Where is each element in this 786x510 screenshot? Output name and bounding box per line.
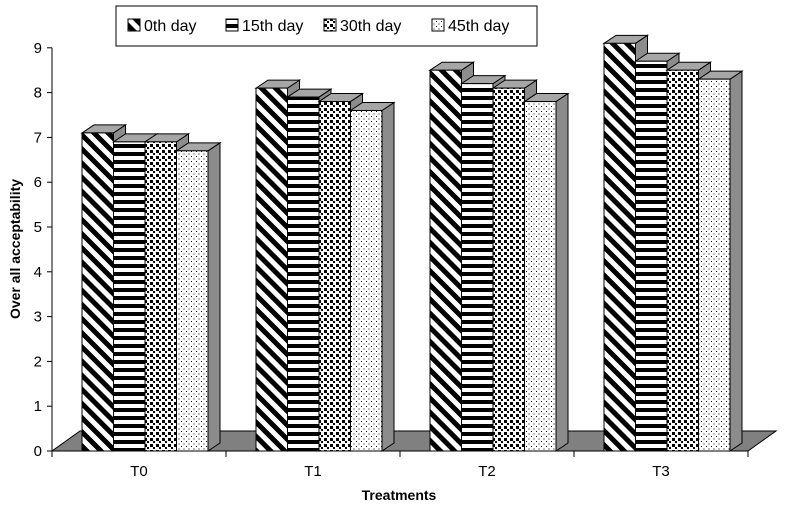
legend: 0th day 15th day 30th day 45th day xyxy=(115,5,538,47)
legend-label-2: 30th day xyxy=(340,18,401,35)
y-axis-title: Over all acceptability xyxy=(7,179,23,319)
bar-T2-30th day xyxy=(492,87,525,452)
bar-T3-15th day xyxy=(635,60,668,452)
y-tick-label-4: 4 xyxy=(34,264,42,281)
bar-T0-0th day xyxy=(81,132,114,452)
bar-1-3-side xyxy=(381,101,395,452)
axes: 0 1 2 3 4 5 6 7 8 9 T0 T1 T2 T3 xyxy=(34,40,749,480)
y-tick-label-0: 0 xyxy=(34,443,42,460)
x-tick-label-T2: T2 xyxy=(478,463,496,480)
bar-T1-0th day xyxy=(255,87,288,452)
x-axis-title: Treatments xyxy=(362,487,437,503)
y-tick-label-6: 6 xyxy=(34,174,42,191)
legend-swatch-2 xyxy=(323,18,337,32)
y-tick-label-9: 9 xyxy=(34,40,42,57)
plot-area xyxy=(50,34,778,452)
bar-T1-30th day xyxy=(318,101,351,452)
bar-T2-15th day xyxy=(461,83,494,452)
bar-T0-45th day xyxy=(176,150,209,452)
legend-label-1: 15th day xyxy=(242,18,303,35)
y-tick-label-1: 1 xyxy=(34,398,42,415)
legend-swatch-0 xyxy=(127,18,141,32)
x-tick-label-T3: T3 xyxy=(652,463,670,480)
legend-label-0: 0th day xyxy=(144,18,196,35)
bar-T2-45th day xyxy=(524,101,557,452)
y-tick-label-2: 2 xyxy=(34,353,42,370)
y-tick-label-8: 8 xyxy=(34,85,42,102)
x-tick-label-T1: T1 xyxy=(304,463,322,480)
bar-0-3-side xyxy=(207,141,221,452)
bar-T0-30th day xyxy=(144,141,177,452)
legend-swatch-3 xyxy=(431,18,445,32)
bar-T0-15th day xyxy=(113,141,146,452)
y-tick-label-3: 3 xyxy=(34,309,42,326)
legend-label-3: 45th day xyxy=(448,18,509,35)
y-tick-label-7: 7 xyxy=(34,129,42,146)
bar-T1-45th day xyxy=(350,110,383,452)
bar-T3-45th day xyxy=(698,78,731,452)
legend-swatch-1 xyxy=(225,18,239,32)
bar-3-3-side xyxy=(729,70,743,452)
bar-T2-0th day xyxy=(429,69,462,452)
x-tick-label-T0: T0 xyxy=(130,463,148,480)
bar-T1-15th day xyxy=(287,96,320,452)
bar-T3-30th day xyxy=(666,69,699,452)
bar-T3-0th day xyxy=(603,42,636,452)
y-tick-label-5: 5 xyxy=(34,219,42,236)
bar-2-3-side xyxy=(555,92,569,452)
